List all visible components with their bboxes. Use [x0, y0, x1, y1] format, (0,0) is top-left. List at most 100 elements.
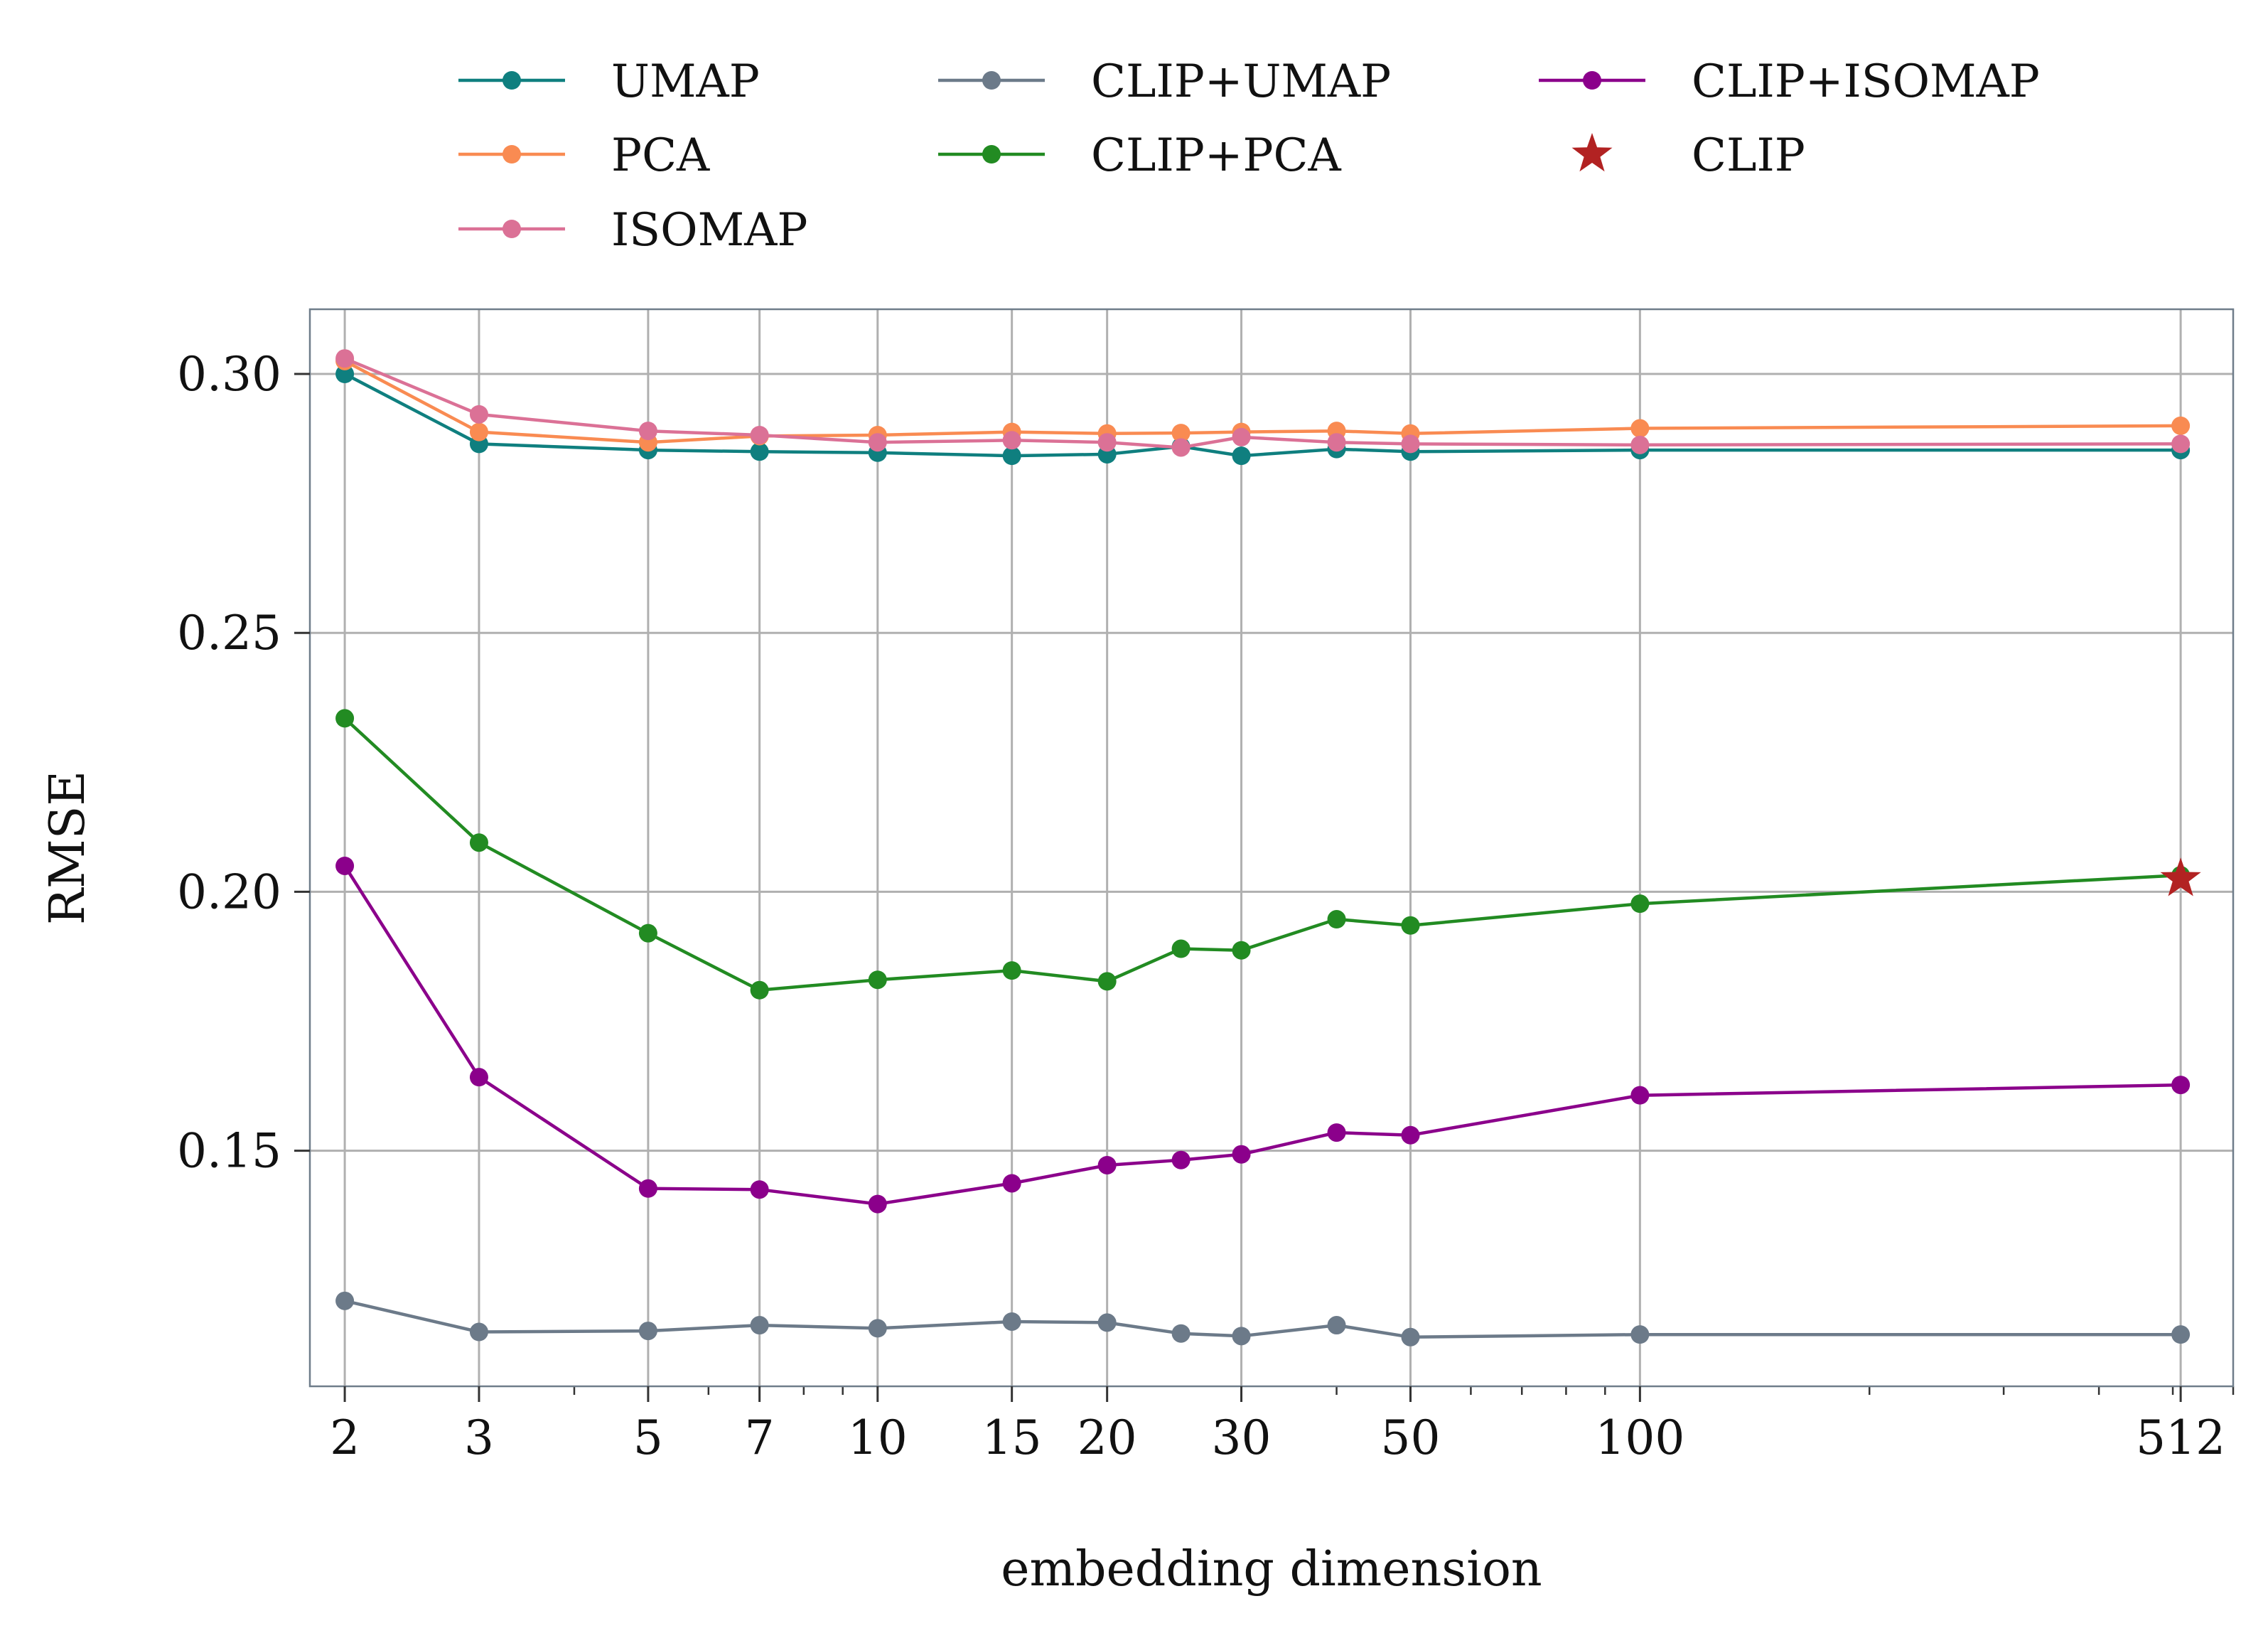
data-point-isomap: [1002, 431, 1021, 450]
legend-entry-pca: PCA: [458, 129, 710, 182]
data-point-clip: [2160, 857, 2201, 896]
legend-swatch-marker: [502, 71, 521, 90]
data-point-clip-umap: [1097, 1313, 1117, 1332]
grid: [310, 309, 2233, 1386]
data-point-clip-isomap: [335, 856, 355, 875]
data-point-clip-pca: [469, 833, 488, 852]
legend-swatch-star: [1571, 133, 1613, 172]
legend-entry-clip-pca: CLIP+PCA: [938, 129, 1341, 182]
data-point-clip-pca: [1171, 939, 1191, 958]
legend-label: CLIP+PCA: [1091, 129, 1341, 182]
legend-swatch-marker: [982, 71, 1001, 90]
data-point-clip-umap: [1401, 1327, 1420, 1346]
series-layer: [335, 349, 2201, 1346]
legend-swatch-marker: [982, 145, 1001, 164]
series-isomap: [335, 349, 2191, 457]
data-point-isomap: [2171, 434, 2191, 454]
data-point-isomap: [469, 405, 488, 424]
data-point-pca: [2171, 416, 2191, 435]
data-point-isomap: [1630, 435, 1650, 454]
legend-swatch-marker: [1583, 71, 1601, 90]
data-point-clip-pca: [335, 709, 355, 728]
data-point-pca: [1630, 419, 1650, 438]
data-point-clip-pca: [1232, 941, 1251, 960]
legend-label: CLIP: [1692, 129, 1805, 182]
data-point-isomap: [1401, 434, 1420, 454]
y-tick-label: 0.20: [177, 864, 281, 919]
x-axis-ticks: 2 3 5 7 10 15 20 30 50 100 512: [330, 1386, 2225, 1465]
data-point-isomap: [335, 349, 355, 368]
data-point-isomap: [1327, 433, 1346, 452]
x-tick-label: 15: [982, 1410, 1042, 1465]
x-axis-title: embedding dimension: [1001, 1541, 1542, 1597]
data-point-clip-pca: [1002, 961, 1021, 980]
data-point-clip-pca: [868, 970, 887, 990]
data-point-clip-isomap: [638, 1179, 657, 1198]
data-point-umap: [1002, 446, 1021, 466]
data-point-clip-umap: [750, 1316, 769, 1335]
legend-label: CLIP+UMAP: [1091, 55, 1391, 108]
x-tick-label: 2: [330, 1410, 360, 1465]
legend-entry-umap: UMAP: [458, 55, 760, 108]
data-point-umap: [335, 365, 355, 384]
data-point-pca: [469, 422, 488, 441]
data-point-clip-umap: [335, 1291, 355, 1310]
data-point-clip-umap: [1002, 1312, 1021, 1331]
data-point-clip-umap: [1171, 1324, 1191, 1343]
legend-entry-isomap: ISOMAP: [458, 204, 807, 257]
y-tick-label: 0.15: [177, 1124, 281, 1179]
legend-entry-clip-isomap: CLIP+ISOMAP: [1539, 55, 2040, 108]
plot-frame: [308, 308, 2235, 1388]
series-clip-isomap: [335, 856, 2191, 1214]
legend-entry-clip-umap: CLIP+UMAP: [938, 55, 1391, 108]
data-point-clip-pca: [1097, 972, 1117, 991]
data-point-umap: [1232, 446, 1251, 466]
legend-label: ISOMAP: [611, 204, 807, 257]
data-point-clip-isomap: [750, 1180, 769, 1199]
data-point-clip-isomap: [1232, 1145, 1251, 1164]
data-point-isomap: [1171, 438, 1191, 457]
data-point-clip-umap: [638, 1322, 657, 1341]
data-point-clip-umap: [1232, 1327, 1251, 1346]
x-tick-label: 100: [1595, 1410, 1684, 1465]
minor-ticks: [573, 1386, 2235, 1395]
x-tick-label: 50: [1380, 1410, 1440, 1465]
y-axis-ticks: 0.15 0.20 0.25 0.30: [177, 347, 310, 1179]
legend-swatch-marker: [502, 220, 521, 238]
data-point-clip-isomap: [2171, 1076, 2191, 1095]
data-point-clip-umap: [868, 1319, 887, 1338]
series-clip-umap: [335, 1291, 2191, 1346]
data-point-clip-pca: [750, 980, 769, 1000]
data-point-clip-isomap: [1401, 1125, 1420, 1145]
data-point-clip-umap: [1630, 1325, 1650, 1344]
legend-label: CLIP+ISOMAP: [1692, 55, 2040, 108]
data-point-clip-isomap: [1630, 1086, 1650, 1105]
x-tick-label: 7: [745, 1410, 775, 1465]
y-tick-label: 0.30: [177, 347, 281, 402]
x-tick-label: 5: [633, 1410, 663, 1465]
data-point-clip-pca: [1327, 910, 1346, 929]
data-point-clip-pca: [638, 923, 657, 943]
legend-label: UMAP: [611, 55, 760, 108]
data-point-clip-isomap: [469, 1068, 488, 1087]
data-point-clip-umap: [1327, 1316, 1346, 1335]
data-point-isomap: [750, 425, 769, 444]
data-point-pca: [1171, 424, 1191, 443]
y-tick-label: 0.25: [177, 606, 281, 660]
x-tick-label: 3: [464, 1410, 494, 1465]
data-point-clip-umap: [469, 1322, 488, 1342]
data-point-isomap: [868, 433, 887, 452]
data-point-umap: [750, 442, 769, 461]
y-axis-title: RMSE: [40, 771, 96, 925]
data-point-clip-isomap: [1002, 1174, 1021, 1193]
x-tick-label: 30: [1212, 1410, 1272, 1465]
legend: UMAP PCA ISOMAP CLIP+UMAP CLIP+PCA CLIP+ISOMA…: [458, 55, 2040, 257]
x-tick-label: 512: [2136, 1410, 2225, 1465]
data-point-isomap: [1097, 433, 1117, 452]
data-point-clip-umap: [2171, 1325, 2191, 1344]
data-point-isomap: [638, 422, 657, 441]
x-tick-label: 10: [848, 1410, 908, 1465]
data-point-isomap: [1232, 427, 1251, 446]
